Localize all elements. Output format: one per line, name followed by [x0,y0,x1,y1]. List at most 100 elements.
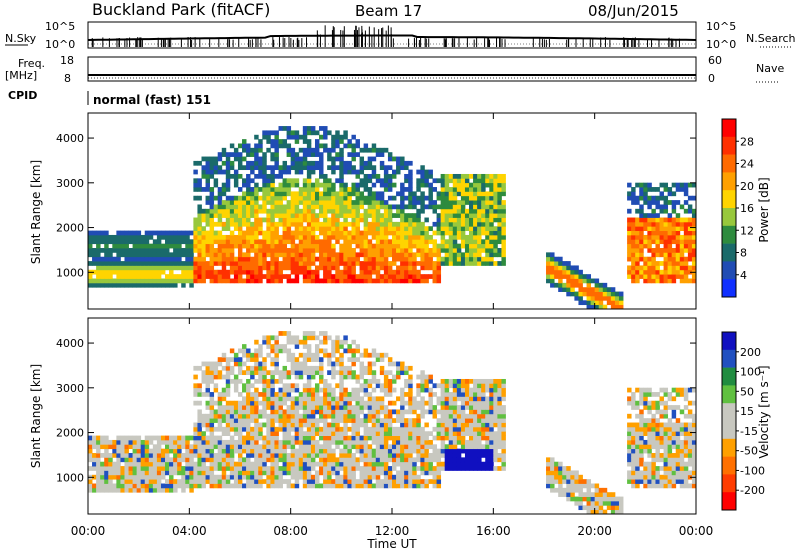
velocity-cell [144,461,150,467]
power-cell [156,230,162,236]
power-cell [181,230,186,236]
power-cell [477,182,482,188]
power-cell [477,173,482,179]
velocity-cell [233,483,239,489]
power-cell [140,278,146,284]
power-cell [387,213,393,218]
power-cell [246,274,251,279]
velocity-cell [331,418,336,423]
velocity-cell [416,387,421,393]
power-cell [213,208,219,214]
power-cell [323,256,328,262]
velocity-cell [213,466,219,471]
power-cell [242,208,247,214]
power-cell [128,282,133,288]
velocity-cell [302,474,308,480]
power-cell [339,243,344,249]
power-cell [675,230,681,236]
power-cell [647,187,652,192]
velocity-cell [108,483,113,489]
power-cell [306,252,312,258]
power-cell [298,230,304,236]
power-cell [387,239,393,245]
velocity-cell [294,461,300,467]
power-cell [493,204,498,210]
power-cell [185,261,190,266]
velocity-cell [302,418,308,423]
power-cell [375,234,381,240]
power-cell [375,265,381,271]
velocity-cell [387,466,393,471]
power-cell [88,252,93,258]
velocity-cell [343,435,348,441]
power-cell [424,248,429,253]
power-cell [683,182,689,188]
velocity-cell [221,374,227,380]
velocity-cell [379,400,385,406]
power-cell [124,239,129,245]
power-cell [639,182,644,188]
power-cell [400,204,405,210]
velocity-cell [383,439,389,445]
velocity-cell [92,457,97,463]
power-cell [456,248,462,253]
velocity-cell [485,422,490,428]
power-cell [347,221,352,227]
velocity-cell [270,348,275,354]
power-cell [416,274,421,279]
velocity-cell [250,383,255,389]
velocity-cell [306,470,312,476]
velocity-cell [456,453,462,458]
velocity-cell [363,405,369,410]
velocity-cell [148,466,154,471]
power-cell [160,234,166,240]
power-cell [400,243,405,249]
power-cell [351,226,356,231]
power-cell [497,208,502,214]
power-cell [335,200,340,205]
velocity-cell [456,396,462,402]
power-cell [497,178,502,184]
velocity-cell [298,453,304,458]
velocity-cell [404,422,409,428]
power-cell [343,217,348,223]
power-cell [229,143,235,149]
power-cell [262,160,267,166]
velocity-cell [371,431,377,436]
power-cell [298,208,304,214]
power-cell [351,265,356,271]
power-cell [237,204,243,210]
velocity-cell [160,453,166,458]
velocity-cell [408,444,413,450]
velocity-cell [242,344,247,349]
velocity-cell [302,461,308,467]
power-cell [663,226,669,231]
power-cell [452,230,458,236]
power-cell [221,226,227,231]
power-cell [136,248,142,253]
power-cell [302,230,308,236]
power-cell [497,261,502,266]
velocity-cell [392,374,397,380]
power-cell [602,282,608,288]
velocity-cell [160,457,166,463]
power-cell [225,208,231,214]
velocity-cell [193,422,198,428]
velocity-cell [108,439,113,445]
power-cell [412,269,417,275]
power-cell [193,195,198,201]
power-cell [683,248,689,253]
velocity-cell [229,365,235,371]
velocity-cell [262,444,267,450]
power-cell [671,226,677,231]
velocity-cell [92,474,97,480]
power-cell [464,217,470,223]
velocity-cell [193,453,198,458]
power-cell [213,195,219,201]
velocity-cell [331,461,336,467]
power-cell [469,187,474,192]
power-cell [250,278,255,284]
power-cell [643,200,648,205]
power-cell [408,200,413,205]
velocity-cell [112,439,117,445]
